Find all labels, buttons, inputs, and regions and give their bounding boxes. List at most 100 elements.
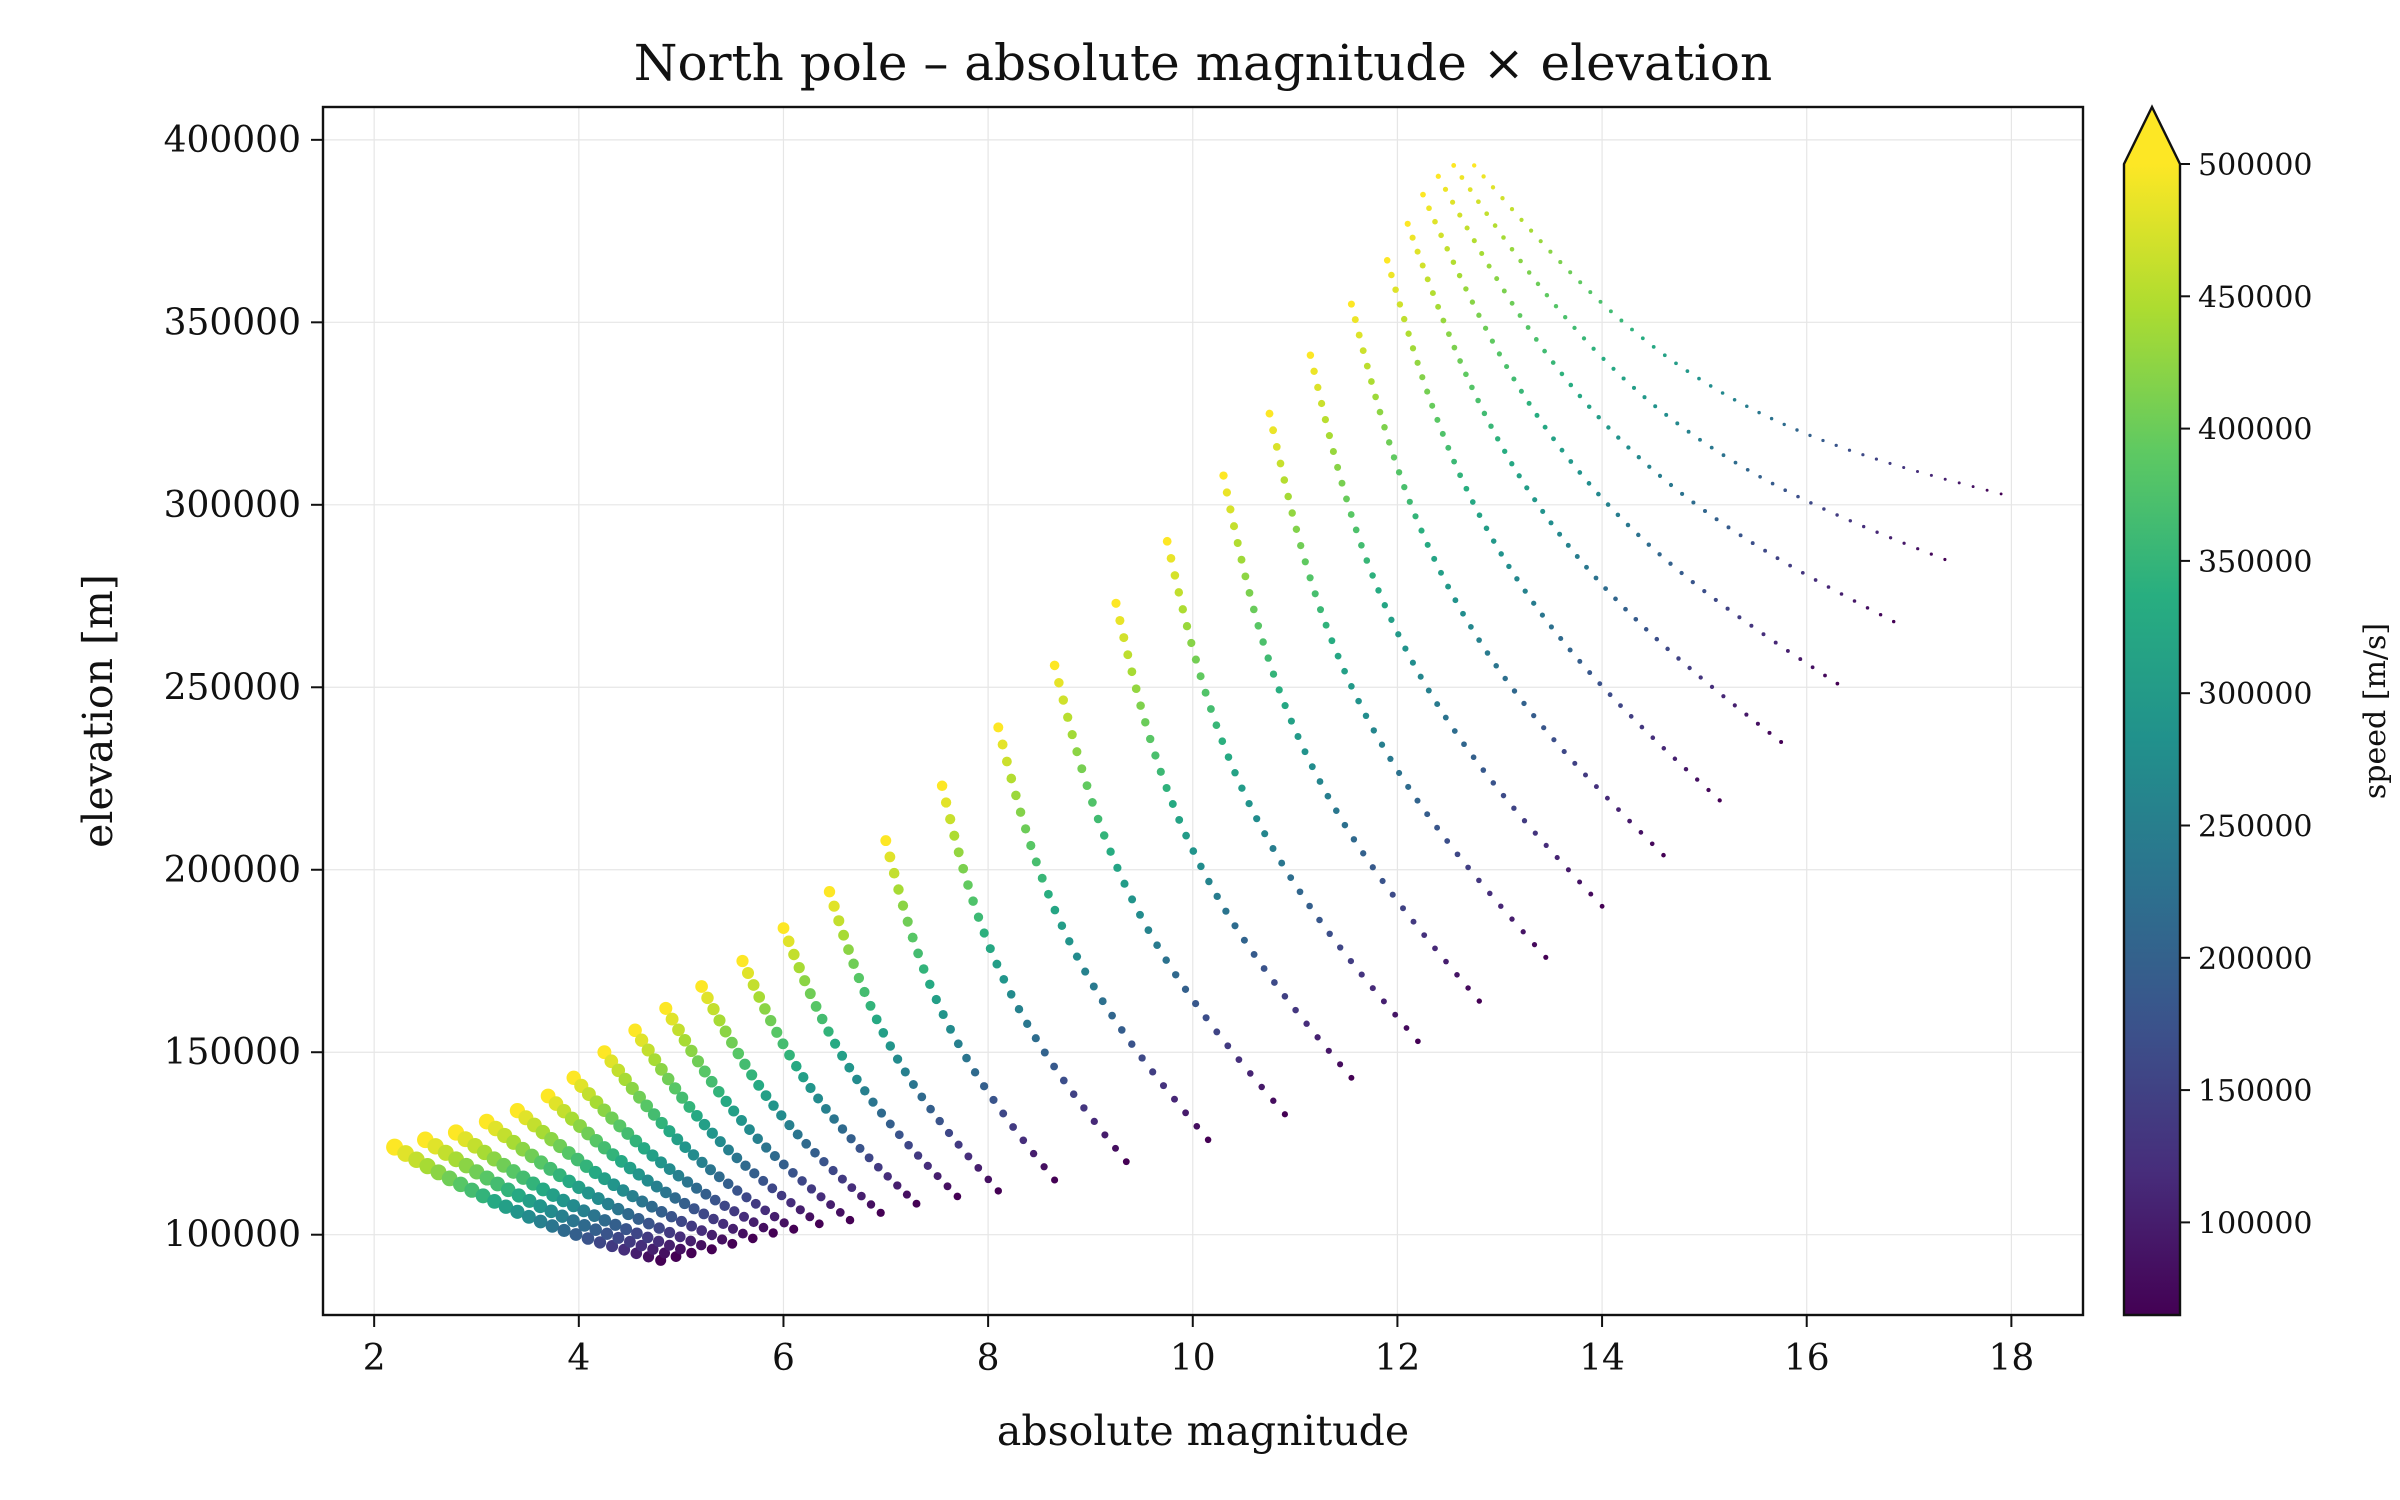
data-point bbox=[1680, 491, 1685, 496]
data-point bbox=[1675, 421, 1680, 426]
data-point bbox=[1583, 772, 1588, 778]
data-point bbox=[1650, 735, 1656, 740]
data-point bbox=[1306, 902, 1313, 910]
trajectory-18 bbox=[1049, 660, 1289, 1118]
data-point bbox=[1504, 363, 1510, 370]
data-point bbox=[1519, 217, 1524, 223]
data-point bbox=[691, 1109, 703, 1122]
data-point bbox=[1457, 212, 1463, 218]
data-point bbox=[1426, 205, 1432, 212]
data-point bbox=[883, 1172, 892, 1181]
data-point bbox=[1297, 541, 1305, 550]
data-point bbox=[761, 1142, 772, 1153]
x-tick-label: 6 bbox=[772, 1338, 795, 1379]
data-point bbox=[577, 1204, 591, 1218]
data-point bbox=[1520, 929, 1526, 935]
data-point bbox=[799, 975, 811, 987]
data-point bbox=[1317, 606, 1324, 614]
plot-frame bbox=[321, 105, 2085, 1317]
data-point bbox=[1654, 636, 1660, 642]
data-point bbox=[1565, 542, 1571, 548]
data-point bbox=[1259, 638, 1267, 646]
data-point bbox=[706, 1244, 717, 1255]
data-point bbox=[1343, 495, 1350, 503]
data-point bbox=[833, 915, 845, 927]
data-point bbox=[1162, 956, 1170, 964]
data-point bbox=[1218, 737, 1227, 746]
data-point bbox=[646, 1200, 658, 1213]
data-point bbox=[1249, 605, 1258, 614]
data-point bbox=[1325, 432, 1333, 440]
data-point bbox=[1568, 382, 1574, 388]
data-point bbox=[1153, 941, 1161, 950]
data-point bbox=[593, 1236, 607, 1249]
data-point bbox=[719, 1025, 732, 1038]
data-point bbox=[1253, 815, 1261, 823]
data-point bbox=[1204, 1136, 1212, 1144]
data-point bbox=[1341, 667, 1348, 675]
data-point bbox=[1690, 579, 1695, 585]
data-point bbox=[1376, 408, 1384, 416]
data-point bbox=[1108, 1011, 1116, 1020]
data-point bbox=[1435, 173, 1441, 179]
data-point bbox=[1647, 464, 1652, 469]
data-point bbox=[860, 1086, 870, 1096]
data-point bbox=[963, 880, 973, 890]
data-point bbox=[1574, 554, 1580, 559]
y-tick-label: 400000 bbox=[164, 120, 301, 161]
data-point bbox=[1535, 281, 1541, 287]
data-point bbox=[777, 922, 790, 934]
data-point bbox=[810, 1148, 820, 1158]
data-point bbox=[838, 929, 850, 941]
data-point bbox=[556, 1193, 571, 1208]
data-point bbox=[1222, 488, 1232, 497]
data-point bbox=[1487, 890, 1493, 897]
data-point bbox=[1502, 675, 1508, 682]
data-point bbox=[500, 1182, 516, 1198]
data-point bbox=[1063, 712, 1073, 722]
trajectory-10 bbox=[659, 1001, 855, 1225]
data-point bbox=[566, 1214, 580, 1228]
y-axis: 100000 150000 200000 250000 300000 350000 4000… bbox=[164, 120, 323, 1256]
data-point bbox=[1369, 572, 1376, 579]
data-point bbox=[1554, 855, 1560, 861]
data-point bbox=[1861, 453, 1865, 457]
data-point bbox=[618, 1072, 632, 1087]
data-point bbox=[876, 1208, 885, 1217]
data-point bbox=[1233, 539, 1242, 547]
data-point bbox=[844, 1062, 855, 1073]
data-point bbox=[868, 1097, 878, 1107]
data-point bbox=[1159, 1082, 1168, 1090]
data-point bbox=[729, 1206, 740, 1217]
data-point bbox=[1529, 228, 1534, 233]
data-point bbox=[578, 1219, 591, 1232]
data-point bbox=[685, 1044, 698, 1058]
data-point bbox=[1400, 905, 1406, 912]
data-point bbox=[719, 1200, 730, 1212]
data-point bbox=[1381, 424, 1388, 431]
data-point bbox=[830, 1038, 841, 1049]
data-point bbox=[974, 1164, 983, 1172]
data-point bbox=[885, 1119, 895, 1129]
data-point bbox=[1603, 586, 1608, 591]
data-point bbox=[1401, 315, 1408, 323]
data-point bbox=[1847, 448, 1852, 452]
data-point bbox=[925, 979, 935, 990]
trajectory-9 bbox=[628, 1023, 824, 1229]
data-point bbox=[1676, 656, 1681, 661]
data-point bbox=[1261, 830, 1269, 838]
data-point bbox=[1572, 760, 1578, 766]
data-point bbox=[857, 1191, 866, 1201]
data-point bbox=[1726, 525, 1731, 530]
data-point bbox=[1272, 443, 1281, 451]
data-point bbox=[1878, 612, 1883, 617]
data-point bbox=[1213, 1028, 1221, 1036]
trajectory-4 bbox=[478, 1113, 717, 1255]
data-point bbox=[701, 991, 714, 1005]
data-point bbox=[1303, 1020, 1310, 1027]
data-point bbox=[1138, 1054, 1146, 1062]
data-point bbox=[1392, 1011, 1399, 1018]
data-point bbox=[1661, 746, 1667, 751]
data-point bbox=[1613, 596, 1618, 602]
data-point bbox=[1852, 599, 1857, 603]
